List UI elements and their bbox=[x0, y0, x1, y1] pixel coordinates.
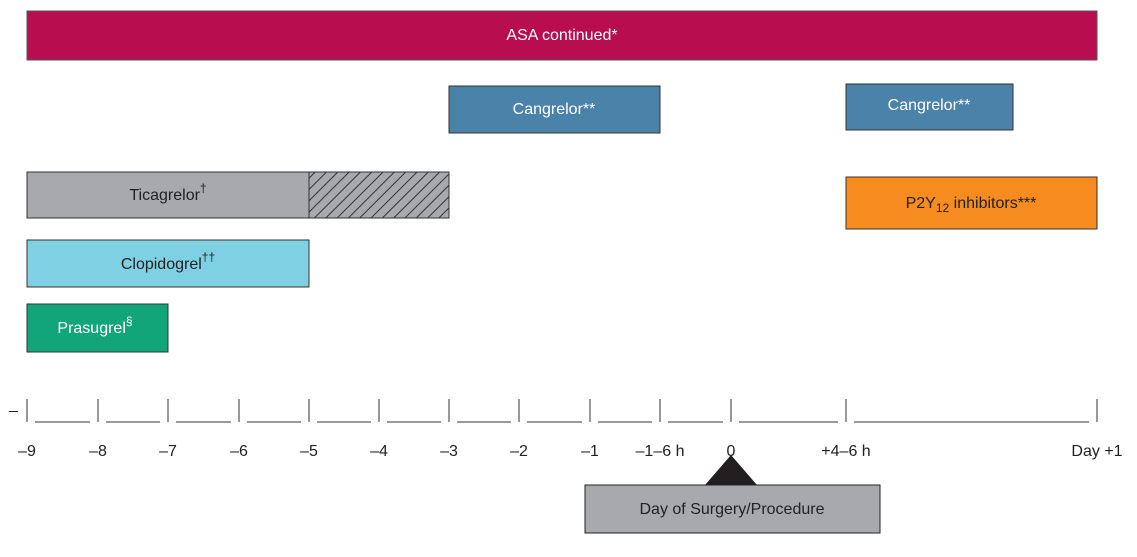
tick-label: –9 bbox=[18, 443, 36, 460]
tick-label: –6 bbox=[230, 443, 248, 460]
label-sup: †† bbox=[202, 250, 215, 264]
bar-label: Cangrelor** bbox=[513, 101, 596, 118]
tick-label: –5 bbox=[300, 443, 318, 460]
bar-label: ASA continued* bbox=[506, 27, 617, 44]
prasugrel-bar bbox=[26, 303, 169, 353]
ticagrelor-bar bbox=[26, 171, 310, 219]
label-text: Clopidogrel bbox=[121, 256, 202, 273]
tick-label: –4 bbox=[370, 443, 388, 460]
marker-box bbox=[584, 484, 881, 534]
cangrelor-bar bbox=[448, 85, 661, 134]
p2y12-bar bbox=[845, 176, 1098, 230]
label-text: P2Y bbox=[906, 195, 937, 212]
marker-triangle bbox=[705, 455, 757, 485]
tick-label: 0 bbox=[727, 443, 736, 460]
tick-label: –3 bbox=[440, 443, 458, 460]
bar-label: Prasugrel§ bbox=[57, 314, 132, 337]
cangrelor-bar bbox=[845, 83, 1014, 131]
tick-label: –8 bbox=[89, 443, 107, 460]
tick-label: +4–6 h bbox=[821, 443, 870, 460]
label-text: Ticagrelor bbox=[129, 187, 200, 204]
marker-label: Day of Surgery/Procedure bbox=[640, 501, 825, 518]
label-sub: 12 bbox=[936, 201, 950, 215]
tick-label: –1 bbox=[581, 443, 599, 460]
tick-label: Day +1 bbox=[1071, 443, 1122, 460]
bar-label: Cangrelor** bbox=[888, 97, 971, 114]
tick-label: –2 bbox=[510, 443, 528, 460]
bar-label: Ticagrelor† bbox=[129, 181, 206, 204]
label-sup: § bbox=[126, 314, 133, 328]
ticagrelor-hatch bbox=[308, 171, 450, 219]
label-text: Prasugrel bbox=[57, 320, 125, 337]
tick-label: –7 bbox=[159, 443, 177, 460]
asa-bar bbox=[26, 10, 1098, 61]
label-sup: † bbox=[200, 181, 207, 195]
bar-label: Clopidogrel†† bbox=[121, 250, 215, 273]
label-rest: inhibitors*** bbox=[949, 195, 1036, 212]
bar-label: P2Y12 inhibitors*** bbox=[906, 195, 1037, 215]
tick-label: –1–6 h bbox=[636, 443, 685, 460]
axis-lead: _ bbox=[8, 396, 19, 413]
axis: –9 –8 –7 –6 –5 –4 –3 –2 –1 –1–6 h 0 +4–6 h Day +1 bbox=[18, 399, 1123, 460]
clopidogrel-bar bbox=[26, 239, 310, 288]
